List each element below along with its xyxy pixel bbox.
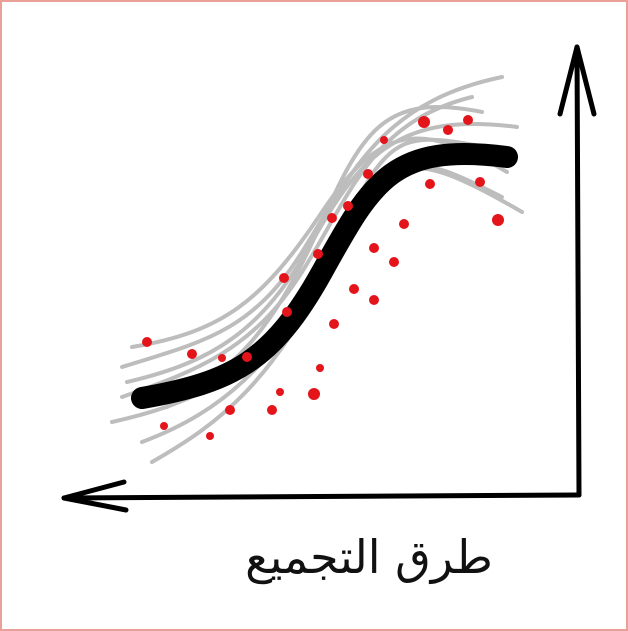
dot [187,349,197,359]
dot [363,169,373,179]
dot [380,136,388,144]
dot [329,319,339,329]
dot [399,219,409,229]
main-curve [131,142,518,409]
dot [308,388,320,400]
dot [313,249,323,259]
dot [369,295,379,305]
dot [279,273,289,283]
dot [425,179,435,189]
dot [142,337,152,347]
dot [349,284,359,294]
dot [225,405,235,415]
dot [492,214,504,226]
dot [218,354,226,362]
dot [160,422,168,430]
dot [463,115,473,125]
curve [120,75,504,369]
dot [475,177,485,187]
dot [206,432,214,440]
red-dots [142,115,504,440]
dot [369,243,379,253]
dot [443,125,453,135]
dot [389,257,399,267]
dot [242,352,252,362]
dot [276,388,284,396]
dot [282,307,292,317]
dot [316,364,324,372]
dot [267,405,277,415]
y-axis [574,44,582,498]
curve [120,95,474,399]
x-axis [61,492,582,501]
dot [327,213,337,223]
dot [418,116,430,128]
axes [61,44,597,513]
caption: طرق التجميع [245,530,493,584]
x-arrow [61,479,129,513]
dot [343,201,353,211]
y-arrow [557,44,597,117]
